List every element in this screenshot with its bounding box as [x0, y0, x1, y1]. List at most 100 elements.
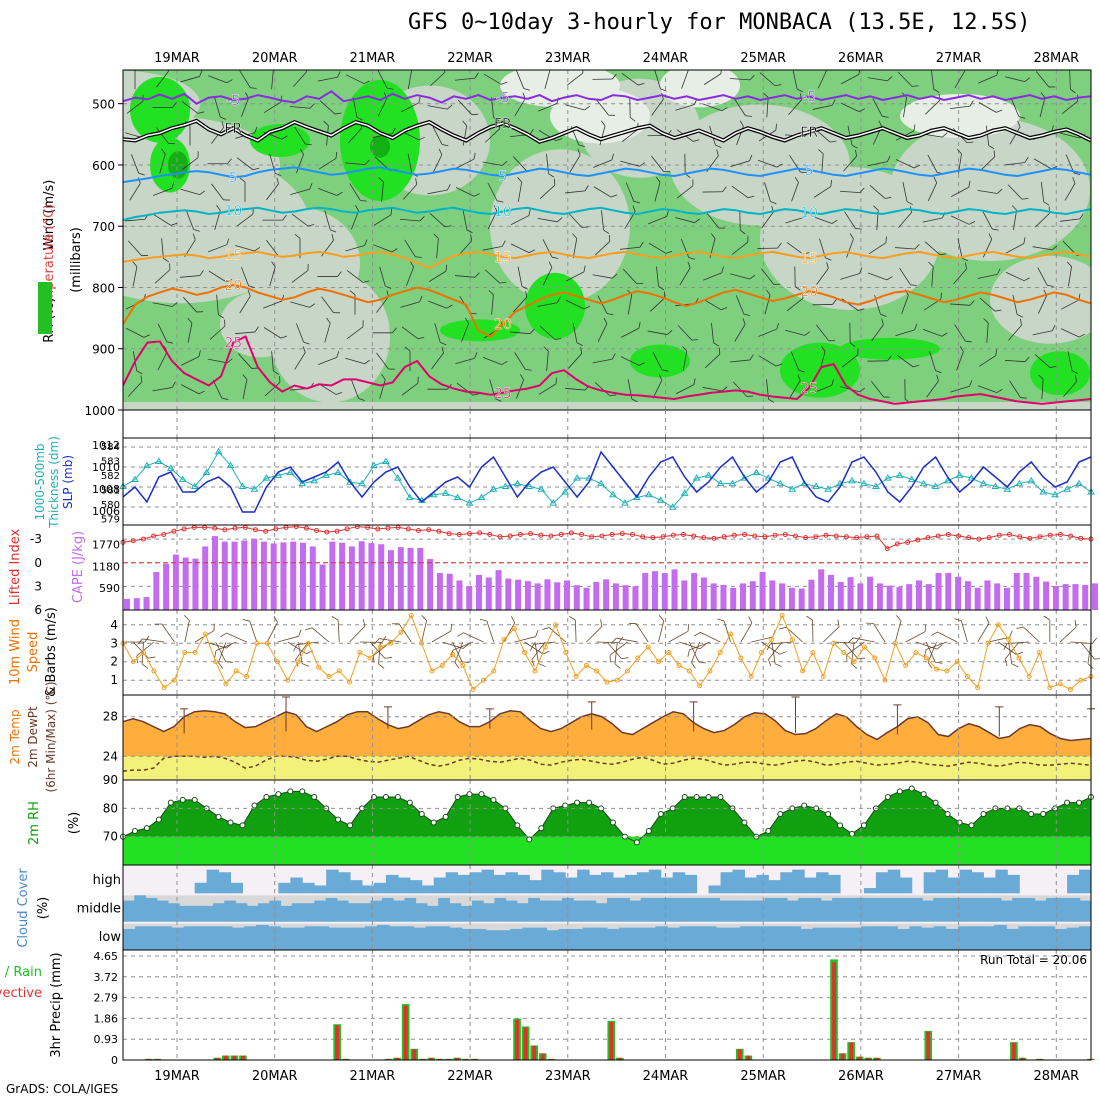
- barb-flag: [298, 629, 302, 637]
- wind-barb: [791, 176, 799, 202]
- wind-speed-point: [995, 622, 1001, 628]
- cape-bar: [563, 580, 571, 610]
- wind-barb-10m: [927, 641, 937, 669]
- wind-barb: [956, 345, 964, 371]
- lifted-index-point: [497, 534, 503, 540]
- wind-barb: [458, 234, 473, 256]
- barb-shaft: [1005, 76, 1025, 82]
- wind-speed-point: [769, 637, 775, 643]
- wind-barb: [980, 150, 996, 171]
- barb-shaft: [266, 622, 278, 643]
- thickness-point: [848, 476, 856, 484]
- lifted-index-point: [915, 537, 921, 543]
- cape-bar: [984, 580, 991, 610]
- cloud-cell: [314, 900, 327, 922]
- wind-barb: [235, 245, 261, 252]
- wind-barb: [1005, 271, 1030, 282]
- cloud-cell: [1000, 900, 1013, 922]
- barb-shaft: [758, 355, 777, 367]
- wind-barb: [950, 215, 975, 225]
- wind-barb: [291, 264, 309, 283]
- barb-flag: [959, 345, 964, 352]
- isotherm-label: FR: [800, 125, 818, 141]
- wind-barb: [238, 353, 259, 369]
- cloud-cell: [648, 869, 662, 894]
- wind-tick-label: 1: [110, 673, 118, 687]
- barb-shaft: [378, 641, 381, 664]
- cloud-level-label-high: high: [93, 873, 121, 888]
- wind-barb: [207, 358, 233, 364]
- wind-barb-10m: [717, 618, 731, 643]
- cloud-cell: [933, 897, 946, 922]
- barb-shaft: [648, 215, 667, 225]
- barb-flag: [878, 120, 883, 127]
- barb-shaft: [813, 186, 832, 198]
- lifted-index-point: [579, 531, 585, 537]
- cloud-cell: [947, 877, 961, 894]
- barb-flag: [1074, 619, 1077, 628]
- barb-shaft: [953, 268, 967, 285]
- barb-shaft: [241, 266, 249, 286]
- barb-flag: [466, 229, 473, 234]
- thickness-tick-label: 584: [101, 442, 120, 453]
- wind-barb: [351, 379, 365, 401]
- barb-flag: [1011, 205, 1017, 211]
- barb-flag: [247, 289, 251, 297]
- wind-barb-10m: [457, 632, 484, 643]
- cloud-cell: [469, 872, 483, 894]
- wind-barb: [404, 239, 422, 258]
- rh-point: [275, 791, 282, 798]
- barb-flag: [336, 71, 341, 78]
- barb-flag: [525, 369, 532, 371]
- barb-shaft: [209, 325, 226, 340]
- cape-bar: [867, 576, 874, 610]
- barb-flag: [954, 618, 962, 622]
- barb-flag: [699, 644, 706, 650]
- barb-shaft: [352, 97, 358, 118]
- cloud-cell: [352, 927, 366, 950]
- barb-flag: [418, 136, 425, 141]
- barb-shaft: [1012, 294, 1018, 315]
- barb-flag: [895, 615, 902, 622]
- wind-barb-10m: [531, 641, 546, 667]
- cloud-cell: [618, 897, 631, 922]
- cloud-cell: [256, 924, 269, 950]
- barb-shaft: [431, 352, 444, 370]
- barb-shaft: [294, 352, 306, 370]
- wind-speed-point: [676, 662, 682, 668]
- wind-barb-10m: [931, 631, 958, 643]
- barb-flag: [859, 387, 866, 393]
- barb-shaft: [846, 641, 865, 656]
- barb-flag: [745, 115, 752, 117]
- barb-shaft: [895, 329, 915, 337]
- barb-flag: [471, 113, 479, 116]
- barb-flag: [136, 370, 143, 375]
- thickness-point: [501, 482, 510, 489]
- cloud-cell: [1078, 926, 1092, 950]
- barb-shaft: [635, 623, 649, 643]
- barb-shaft: [957, 238, 963, 259]
- cloud-cell: [742, 900, 754, 922]
- barb-flag: [373, 655, 375, 663]
- barb-shaft: [216, 294, 219, 315]
- barb-shaft: [266, 240, 279, 257]
- barb-flag: [410, 261, 414, 268]
- barb-shaft: [844, 211, 856, 229]
- barb-flag: [718, 347, 721, 355]
- rh2m-unit-label: (%): [67, 812, 82, 835]
- barb-shaft: [872, 98, 883, 117]
- wind-barb: [622, 268, 644, 285]
- barb-shaft: [345, 245, 365, 252]
- barb-shaft: [517, 181, 523, 202]
- cloud-cell: [457, 874, 471, 894]
- barb-flag: [913, 124, 916, 131]
- barb-shaft: [269, 266, 276, 287]
- wind-barb: [816, 262, 829, 285]
- wind-barb-10m: [596, 636, 624, 644]
- wind-barb: [867, 272, 893, 281]
- wind-barb: [1009, 380, 1027, 399]
- barb-shaft: [925, 100, 940, 115]
- wind-barb-10m: [277, 629, 302, 643]
- barb-shaft: [1067, 351, 1073, 371]
- barb-flag: [333, 312, 340, 314]
